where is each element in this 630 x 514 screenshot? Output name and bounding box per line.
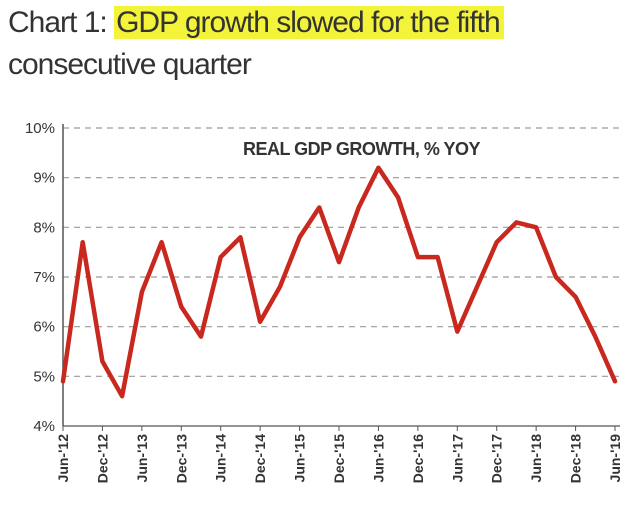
y-tick-label: 7%: [33, 269, 55, 286]
grid-lines: [63, 127, 620, 427]
y-tick-labels: 4% 5% 6% 7% 8% 9% 10%: [25, 120, 55, 435]
y-tick-label: 5%: [33, 368, 55, 385]
x-tick-label: Jun-'16: [370, 434, 386, 483]
x-tick-label: Jun-'15: [292, 434, 308, 483]
x-tick-label: Jun-'18: [528, 434, 544, 483]
title-line-1: Chart 1: GDP growth slowed for the fifth: [8, 2, 504, 44]
x-tick-label: Dec-'15: [331, 434, 347, 483]
x-tick-label: Dec-'13: [173, 434, 189, 483]
x-tick-label: Dec-'18: [568, 434, 584, 483]
x-tick-label: Jun-'13: [134, 434, 150, 483]
x-tick-label: Dec-'16: [410, 434, 426, 483]
x-tick-label: Jun-'19: [607, 434, 623, 483]
x-tick-label: Dec-'14: [252, 434, 268, 483]
x-tick-labels: Jun-'12 Dec-'12 Jun-'13 Dec-'13 Jun-'14 Dec-'…: [55, 426, 623, 483]
chart-title: Chart 1: GDP growth slowed for the fifth…: [8, 2, 504, 86]
gdp-growth-series-line: [60, 165, 618, 399]
y-tick-label: 4%: [33, 418, 55, 435]
x-tick-label: Dec-'17: [489, 434, 505, 483]
y-tick-label: 9%: [33, 170, 55, 187]
title-prefix: Chart 1:: [8, 6, 115, 39]
title-line-2: consecutive quarter: [8, 48, 252, 81]
y-tick-label: 8%: [33, 219, 55, 236]
y-tick-label: 10%: [25, 120, 55, 137]
chart-annotation: REAL GDP GROWTH, % YOY: [243, 139, 481, 159]
y-tick-label: 6%: [33, 319, 55, 336]
title-highlight: GDP growth slowed for the fifth: [114, 6, 504, 39]
x-tick-label: Jun-'12: [55, 434, 71, 483]
x-tick-label: Jun-'14: [213, 434, 229, 483]
x-tick-label: Dec-'12: [94, 434, 110, 483]
x-tick-label: Jun-'17: [449, 434, 465, 483]
